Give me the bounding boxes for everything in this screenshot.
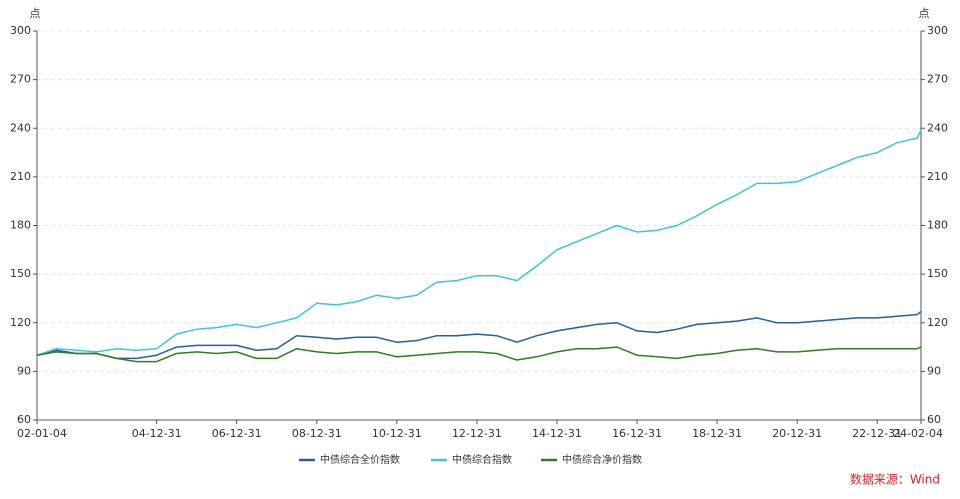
legend-item: 中债综合全价指数 xyxy=(299,453,400,466)
x-tick-label: 08-12-31 xyxy=(292,427,342,440)
y2-tick-label: 210 xyxy=(927,170,948,183)
legend-item: 中债综合指数 xyxy=(431,453,512,466)
y2-axis-unit: 点 xyxy=(919,7,930,20)
x-tick-label: 16-12-31 xyxy=(612,427,662,440)
y2-tick-label: 150 xyxy=(927,267,948,280)
y-tick-label: 90 xyxy=(17,364,31,377)
y2-tick-label: 180 xyxy=(927,219,948,232)
y-tick-label: 150 xyxy=(10,267,31,280)
y-axis-unit: 点 xyxy=(30,7,41,20)
y-tick-label: 300 xyxy=(10,24,31,37)
legend-label: 中债综合指数 xyxy=(452,453,512,466)
y2-tick-label: 240 xyxy=(927,121,948,134)
legend-label: 中债综合全价指数 xyxy=(320,453,400,466)
y2-tick-label: 90 xyxy=(927,364,941,377)
x-tick-label: 22-12-31 xyxy=(852,427,902,440)
legend-label: 中债综合净价指数 xyxy=(562,453,642,466)
y2-tick-label: 120 xyxy=(927,316,948,329)
source-note: 数据来源：Wind xyxy=(850,472,940,487)
y-tick-label: 240 xyxy=(10,121,31,134)
y-tick-label: 60 xyxy=(17,413,31,426)
y2-tick-label: 270 xyxy=(927,73,948,86)
x-tick-label: 24-02-04 xyxy=(893,427,943,440)
y-tick-label: 180 xyxy=(10,219,31,232)
series-line xyxy=(36,129,922,356)
series-line xyxy=(36,310,922,360)
x-tick-label: 10-12-31 xyxy=(372,427,422,440)
x-tick-label: 18-12-31 xyxy=(692,427,742,440)
x-tick-label: 12-12-31 xyxy=(452,427,502,440)
y-tick-label: 120 xyxy=(10,316,31,329)
legend-item: 中债综合净价指数 xyxy=(541,453,642,466)
x-tick-label: 06-12-31 xyxy=(212,427,262,440)
y-tick-label: 270 xyxy=(10,73,31,86)
x-tick-label: 20-12-31 xyxy=(772,427,822,440)
x-tick-label: 02-01-04 xyxy=(17,427,67,440)
x-tick-label: 14-12-31 xyxy=(532,427,582,440)
y-tick-label: 210 xyxy=(10,170,31,183)
x-tick-label: 04-12-31 xyxy=(132,427,182,440)
y2-tick-label: 60 xyxy=(927,413,941,426)
y2-tick-label: 300 xyxy=(927,24,948,37)
series-line xyxy=(36,346,922,363)
